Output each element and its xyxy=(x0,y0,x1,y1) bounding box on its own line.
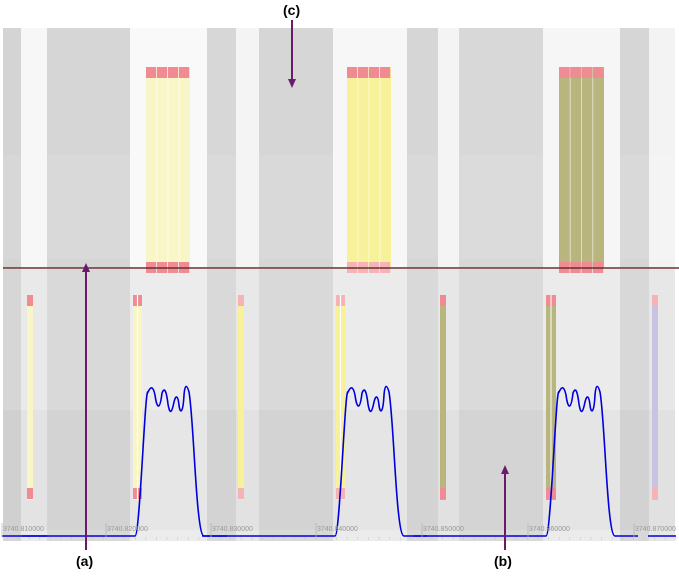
bottom-marker xyxy=(551,488,556,499)
column-lower xyxy=(47,269,130,541)
column-upper xyxy=(21,28,47,268)
top-marker xyxy=(358,67,369,78)
callout-a: (a) xyxy=(76,553,94,569)
signal-curves xyxy=(2,385,676,537)
top-marker xyxy=(559,67,570,78)
top-marker xyxy=(138,295,142,306)
top-marker xyxy=(347,67,358,78)
axis-tick-label: 3740.850000 xyxy=(423,526,464,533)
column-upper xyxy=(459,28,543,268)
signal-curve xyxy=(202,385,427,537)
column-upper xyxy=(47,28,130,268)
top-marker xyxy=(570,67,581,78)
column-lower xyxy=(207,269,236,541)
callout-b: (b) xyxy=(494,553,512,569)
axis-tick-label: 3740.840000 xyxy=(317,526,358,533)
arrows xyxy=(82,20,509,550)
column-upper xyxy=(259,28,333,268)
axis-tick-label: 3740.820000 xyxy=(107,526,148,533)
thin-band xyxy=(238,295,244,500)
column-lower xyxy=(259,269,333,541)
thin-band xyxy=(652,295,658,500)
column-lower xyxy=(620,269,649,541)
top-marker xyxy=(179,67,190,78)
top-marker xyxy=(146,67,157,78)
top-marker xyxy=(27,295,33,306)
axis-tick-label: 3740.870000 xyxy=(635,526,676,533)
column-upper xyxy=(620,28,649,268)
axis-tick-label: 3740.810000 xyxy=(3,526,44,533)
top-marker xyxy=(157,67,168,78)
signal-curve xyxy=(2,385,227,537)
top-marker xyxy=(133,295,137,306)
column-upper xyxy=(407,28,438,268)
top-marker xyxy=(168,67,179,78)
column-upper xyxy=(236,28,259,268)
signal-curve xyxy=(413,385,638,537)
top-marker xyxy=(369,67,380,78)
axis-tick-label: 3740.860000 xyxy=(529,526,570,533)
thin-band xyxy=(27,295,33,500)
bottom-marker xyxy=(133,488,137,499)
bottom-marker xyxy=(440,488,446,499)
column-lower xyxy=(459,269,543,541)
column-lower xyxy=(407,269,438,541)
bottom-marker xyxy=(652,488,658,499)
column-upper xyxy=(207,28,236,268)
top-marker xyxy=(546,295,551,306)
thin-band xyxy=(440,295,446,500)
top-marker xyxy=(592,67,604,78)
arrow xyxy=(501,465,509,550)
axis-tick-label: 3740.830000 xyxy=(212,526,253,533)
column-lower xyxy=(3,269,21,541)
bottom-marker xyxy=(27,488,33,499)
top-marker xyxy=(652,295,658,306)
top-marker xyxy=(238,295,244,306)
bottom-marker xyxy=(341,488,345,499)
bottom-marker xyxy=(336,488,340,499)
top-marker xyxy=(440,295,446,306)
top-marker xyxy=(341,295,345,306)
top-marker xyxy=(581,67,592,78)
axis: 3740.810000 3740.820000 3740.830000 3740.84… xyxy=(1,523,677,540)
callout-c: (c) xyxy=(283,2,301,18)
arrow xyxy=(82,263,90,550)
bottom-marker xyxy=(238,488,244,499)
column-upper xyxy=(438,28,459,268)
column-lower xyxy=(21,269,47,541)
top-marker xyxy=(380,67,391,78)
top-marker xyxy=(551,295,556,306)
arrow xyxy=(288,20,296,88)
column-upper xyxy=(649,28,675,268)
column-upper xyxy=(3,28,21,268)
top-marker xyxy=(336,295,340,306)
bottom-marker xyxy=(546,488,551,499)
